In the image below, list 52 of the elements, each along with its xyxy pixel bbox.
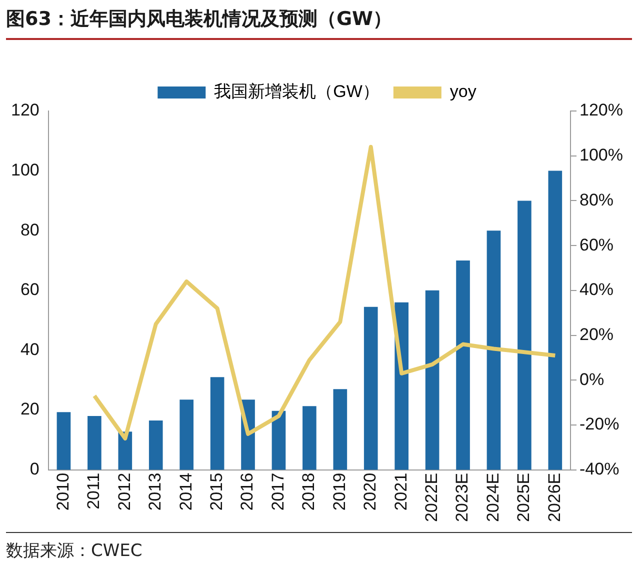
legend-label: 我国新增装机（GW） — [214, 82, 380, 102]
x-tick-label: 2026E — [544, 472, 564, 522]
bar — [148, 420, 163, 470]
x-tick-label: 2015 — [206, 472, 226, 511]
y2-tick-label: 20% — [580, 324, 614, 344]
bar — [456, 260, 470, 470]
x-tick-label: 2017 — [268, 472, 288, 511]
y2-tick-label: -20% — [580, 414, 620, 434]
y2-tick-label: 40% — [580, 280, 614, 300]
y2-tick-label: 60% — [580, 235, 614, 254]
x-tick-label: 2019 — [330, 472, 349, 511]
bar — [425, 290, 440, 470]
bar — [518, 200, 532, 470]
x-tick-label: 2024E — [483, 472, 502, 522]
y2-tick-label: -40% — [580, 460, 620, 479]
bar — [364, 306, 378, 470]
chart-title: 图63：近年国内风电装机情况及预测（GW） — [6, 6, 632, 40]
bar — [180, 400, 194, 470]
x-tick-label: 2020 — [360, 472, 380, 511]
y-tick-label: 20 — [20, 400, 40, 419]
source-note: 数据来源：CWEC — [6, 532, 632, 562]
x-tick-label: 2010 — [53, 472, 72, 511]
y-tick-label: 40 — [20, 340, 40, 359]
x-tick-label: 2018 — [299, 472, 318, 511]
y-tick-label: 120 — [10, 100, 40, 120]
x-tick-label: 2012 — [114, 472, 134, 511]
bar — [210, 377, 224, 470]
x-tick-label: 2023E — [452, 472, 472, 522]
bar — [56, 412, 71, 470]
bar — [548, 170, 562, 470]
bar — [486, 230, 501, 470]
x-tick-label: 2021 — [391, 472, 410, 511]
y2-tick-label: 0% — [580, 370, 604, 389]
y-tick-label: 80 — [20, 220, 40, 240]
y2-tick-label: 80% — [580, 190, 614, 210]
y2-tick-label: 100% — [580, 146, 624, 165]
x-tick-label: 2022E — [422, 472, 441, 522]
x-tick-label: 2013 — [146, 472, 165, 511]
y-tick-label: 60 — [20, 280, 40, 300]
bar — [302, 406, 316, 470]
x-tick-label: 2014 — [176, 472, 196, 511]
bar — [88, 416, 102, 470]
bar — [272, 410, 286, 470]
x-tick-label: 2011 — [84, 472, 104, 510]
legend-label: yoy — [450, 82, 477, 102]
x-tick-label: 2025E — [514, 472, 534, 522]
y-tick-label: 0 — [30, 460, 40, 479]
y2-tick-label: 120% — [580, 100, 624, 120]
y-tick-label: 100 — [10, 160, 40, 180]
bar — [333, 389, 348, 470]
x-tick-label: 2016 — [238, 472, 257, 511]
bar — [394, 302, 408, 470]
